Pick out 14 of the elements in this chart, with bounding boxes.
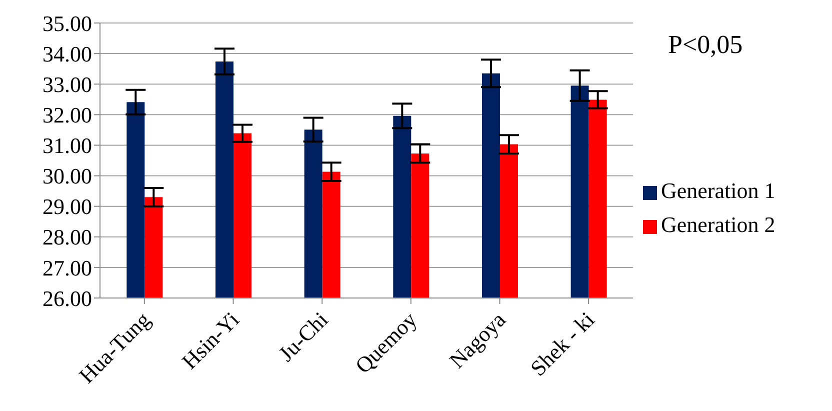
y-tick-label: 26.00: [42, 286, 92, 311]
text: P<0,05: [668, 30, 743, 60]
y-tick-label: 31.00: [42, 133, 92, 158]
y-tick-label: 27.00: [42, 255, 92, 280]
y-tick-label: 35.00: [42, 10, 92, 36]
y-tick-label: 33.00: [42, 72, 92, 97]
y-tick-label: 32.00: [42, 102, 92, 128]
legend-label: Generation 2: [661, 212, 776, 237]
x-tick-label: Shek - ki: [525, 306, 600, 381]
y-tick-label: 34.00: [42, 41, 92, 66]
legend-label: Generation 1: [661, 178, 776, 203]
y-tick-label: 30.00: [42, 164, 92, 189]
y-tick-label: 28.00: [42, 224, 92, 250]
y-tick-label: 29.00: [42, 194, 92, 220]
